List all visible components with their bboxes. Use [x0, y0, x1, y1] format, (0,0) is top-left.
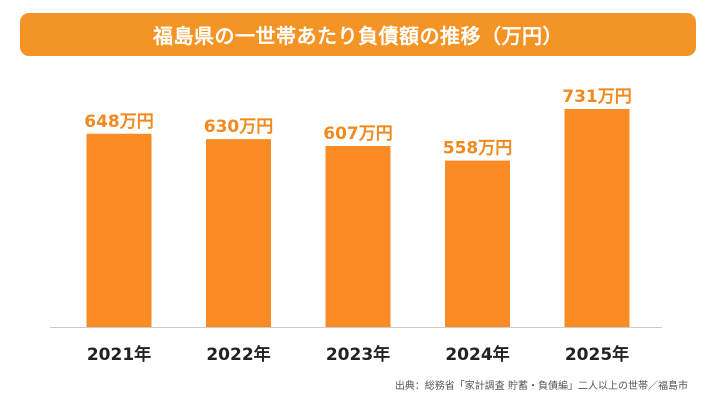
title-banner: 福島県の一世帯あたり負債額の推移（万円）: [20, 13, 696, 56]
chart-title: 福島県の一世帯あたり負債額の推移（万円）: [153, 24, 563, 48]
x-tick-label-2025年: 2025年: [565, 344, 629, 365]
x-tick-label-2022年: 2022年: [206, 344, 270, 365]
bar-2023年: [325, 145, 391, 327]
value-label-2025年: 731万円: [562, 87, 632, 107]
bar-2025年: [564, 109, 630, 327]
value-label-2024年: 558万円: [443, 139, 513, 159]
value-label-2022年: 630万円: [204, 117, 274, 137]
bar-2024年: [445, 160, 510, 327]
x-tick-labels-group: 2021年 2022年 2023年 2024年 2025年: [87, 344, 629, 365]
value-label-2023年: 607万円: [323, 124, 393, 144]
value-labels-group: 648万円 630万円 607万円 558万円 731万円: [84, 87, 632, 159]
bar-2021年: [86, 133, 152, 327]
value-label-2021年: 648万円: [84, 112, 154, 132]
bar-2022年: [206, 139, 271, 327]
source-note: 出典：総務省「家計調査 貯蓄・負債編」二人以上の世帯／福島市: [394, 381, 688, 392]
x-tick-label-2024年: 2024年: [445, 344, 509, 365]
x-tick-label-2023年: 2023年: [326, 344, 390, 365]
x-tick-label-2021年: 2021年: [87, 344, 151, 365]
bars-group: [86, 109, 630, 327]
